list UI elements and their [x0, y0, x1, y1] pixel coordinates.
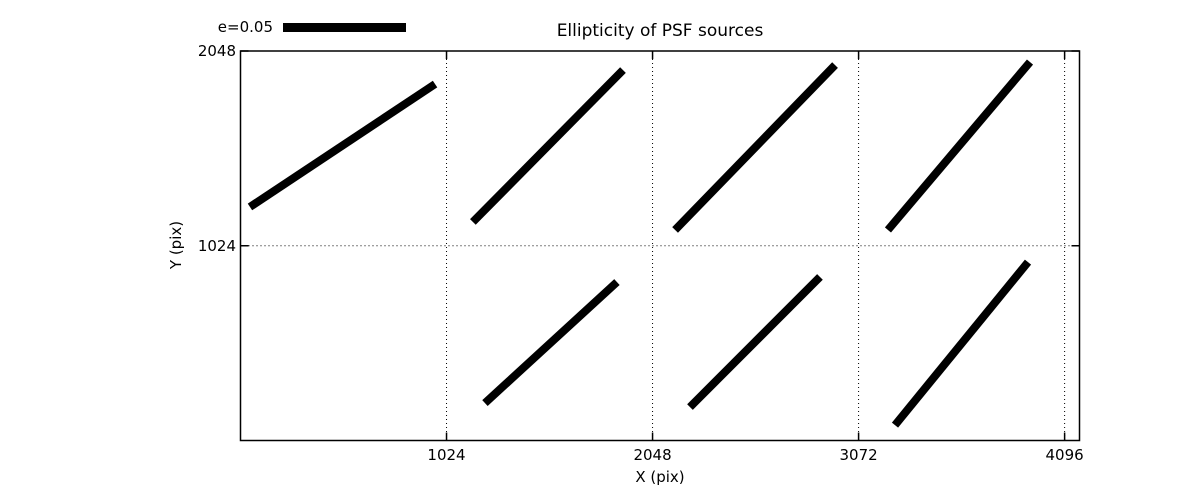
whisker-1: [247, 80, 438, 211]
x-tick-label-3072: 3072: [839, 446, 878, 464]
whisker-3: [672, 62, 838, 233]
y-tick-label-1024: 1024: [197, 236, 236, 255]
legend-swatch-bar: [283, 22, 406, 32]
y-tick-label-2048: 2048: [197, 42, 236, 60]
x-tick-label-4096: 4096: [1045, 446, 1084, 464]
whisker-6: [687, 274, 823, 410]
x-tick-label-2048: 2048: [633, 446, 672, 464]
whisker-2: [470, 67, 626, 225]
legend-label: e=0.05: [217, 18, 273, 36]
x-tick-label-1024: 1024: [427, 446, 466, 464]
whisker-4: [884, 59, 1034, 233]
whisker-5: [482, 279, 620, 406]
x-axis-label: X (pix): [635, 468, 685, 486]
chart-title: Ellipticity of PSF sources: [556, 21, 764, 41]
axes-spines: [239, 50, 1081, 442]
legend: e=0.05: [0, 18, 406, 36]
whisker-7: [891, 259, 1032, 428]
